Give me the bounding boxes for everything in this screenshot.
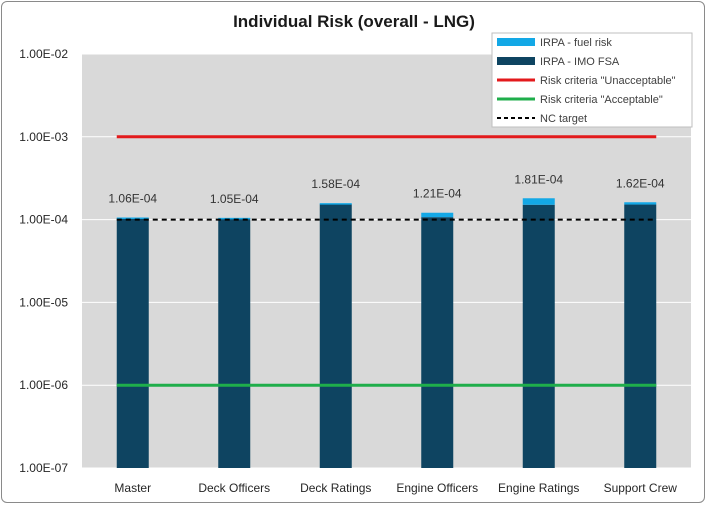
legend-swatch	[497, 57, 535, 65]
y-tick-label: 1.00E-05	[19, 295, 68, 309]
x-axis-ticks: Master Deck Officers Deck Ratings Engine Of…	[114, 481, 677, 495]
bar-fuel-risk	[218, 217, 251, 220]
bar-fuel-risk	[624, 202, 657, 205]
x-tick-label: Deck Ratings	[300, 481, 371, 495]
bars	[116, 198, 657, 469]
value-labels: 1.06E-04 1.05E-04 1.58E-04 1.21E-04 1.81E-04…	[108, 172, 665, 206]
y-tick-label: 1.00E-03	[19, 130, 68, 144]
legend-label: IRPA - fuel risk	[540, 37, 612, 49]
legend-label: NC target	[540, 113, 587, 125]
bar-imo-fsa	[522, 204, 555, 469]
y-tick-label: 1.00E-06	[19, 378, 68, 392]
bar-imo-fsa	[421, 217, 454, 468]
legend-swatch	[497, 38, 535, 46]
legend-label: Risk criteria "Acceptable"	[540, 94, 663, 106]
y-axis-ticks: 1.00E-02 1.00E-03 1.00E-04 1.00E-05 1.00E-06…	[19, 47, 68, 475]
legend-label: IRPA - IMO FSA	[540, 56, 620, 68]
reference-lines	[116, 135, 657, 387]
bar-fuel-risk	[421, 212, 454, 218]
y-tick-label: 1.00E-04	[19, 213, 68, 227]
value-label: 1.21E-04	[413, 187, 462, 201]
bar-imo-fsa	[319, 204, 352, 468]
value-label: 1.81E-04	[514, 172, 563, 186]
x-tick-label: Engine Officers	[396, 481, 478, 495]
x-tick-label: Support Crew	[604, 481, 678, 495]
chart-title: Individual Risk (overall - LNG)	[233, 12, 475, 31]
bar-imo-fsa	[116, 218, 149, 468]
value-label: 1.58E-04	[311, 177, 360, 191]
bar-fuel-risk	[319, 203, 352, 205]
bar-fuel-risk	[116, 217, 149, 220]
bar-imo-fsa	[624, 204, 657, 469]
bar-imo-fsa	[218, 218, 251, 468]
x-tick-label: Engine Ratings	[498, 481, 579, 495]
legend-label: Risk criteria "Unacceptable"	[540, 75, 676, 87]
x-tick-label: Deck Officers	[198, 481, 270, 495]
y-tick-label: 1.00E-07	[19, 461, 68, 475]
value-label: 1.62E-04	[616, 176, 665, 190]
legend: IRPA - fuel risk IRPA - IMO FSA Risk crite…	[491, 32, 693, 128]
value-label: 1.05E-04	[210, 192, 259, 206]
bar-fuel-risk	[522, 198, 555, 205]
y-tick-label: 1.00E-02	[19, 47, 68, 61]
value-label: 1.06E-04	[108, 192, 157, 206]
x-tick-label: Master	[114, 481, 151, 495]
